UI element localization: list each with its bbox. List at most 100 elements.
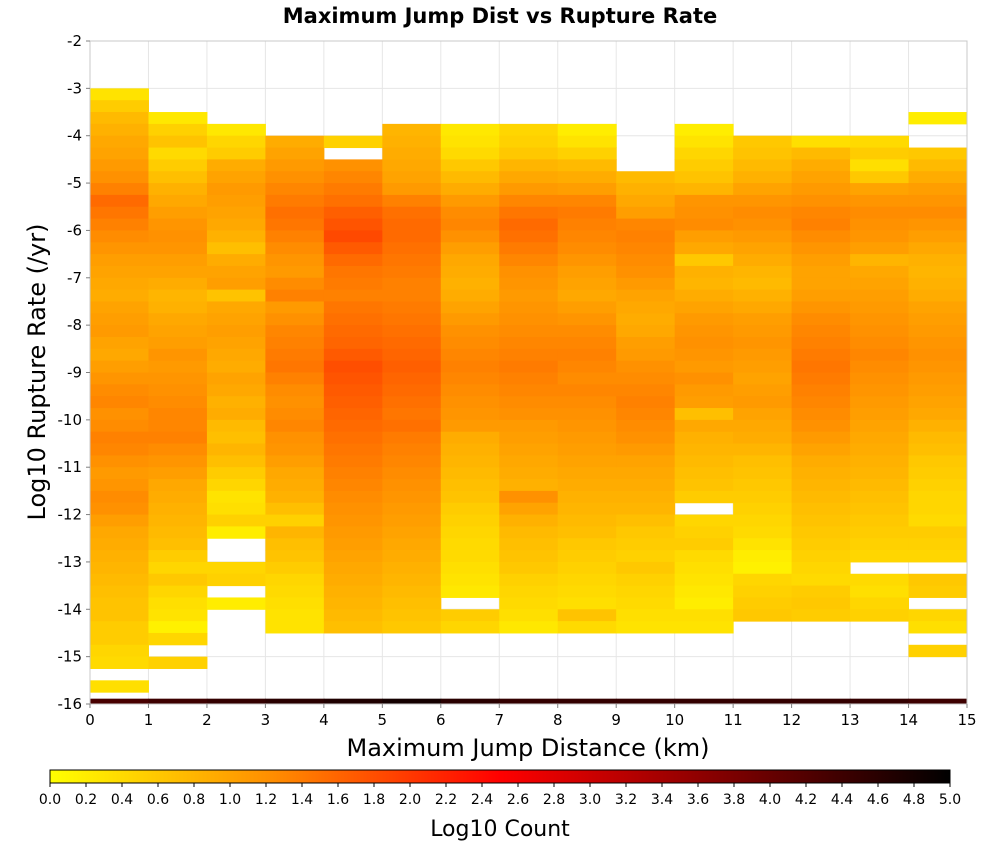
heatmap-cell xyxy=(850,538,910,551)
x-tick-label: 5 xyxy=(378,711,388,729)
heatmap-cell xyxy=(499,538,559,551)
heatmap-cell xyxy=(440,467,500,480)
x-tick-label: 0 xyxy=(85,711,95,729)
heatmap-cell xyxy=(616,585,676,598)
heatmap-cell xyxy=(206,526,266,539)
heatmap-cell xyxy=(557,621,617,634)
heatmap-cell xyxy=(382,490,442,504)
heatmap-cell xyxy=(206,514,266,527)
heatmap-cell xyxy=(557,597,617,610)
heatmap-cell xyxy=(148,467,208,480)
heatmap-cell xyxy=(733,336,793,350)
heatmap-cell xyxy=(850,573,910,587)
heatmap-cell xyxy=(557,313,617,326)
heatmap-cell xyxy=(440,254,500,267)
heatmap-cell xyxy=(850,265,910,279)
heatmap-cell xyxy=(674,538,734,551)
colorbar-tick-label: 0.2 xyxy=(75,792,97,808)
heatmap-cell xyxy=(908,372,968,385)
heatmap-cell xyxy=(499,609,559,622)
heatmap-cell xyxy=(791,526,851,539)
heatmap-cell xyxy=(90,325,149,338)
heatmap-cell xyxy=(499,502,559,516)
heatmap-cell xyxy=(206,396,266,409)
x-tick-label: 8 xyxy=(553,711,563,729)
heatmap-cell xyxy=(908,242,968,255)
heatmap-cell xyxy=(440,455,500,468)
heatmap-cell xyxy=(557,585,617,598)
heatmap-cell xyxy=(206,348,266,362)
heatmap-cell xyxy=(557,301,617,314)
heatmap-cell xyxy=(791,277,851,291)
heatmap-cell xyxy=(265,159,325,172)
heatmap-cell xyxy=(557,396,617,409)
heatmap-cell xyxy=(499,147,559,160)
heatmap-cell xyxy=(850,372,910,385)
heatmap-cell xyxy=(148,455,208,468)
heatmap-cell xyxy=(90,479,149,492)
colorbar-tick-label: 5.0 xyxy=(939,792,961,808)
heatmap-cell xyxy=(616,526,676,539)
heatmap-cell xyxy=(791,206,851,220)
heatmap-cell xyxy=(382,147,442,160)
heatmap-cell xyxy=(908,171,968,184)
heatmap-cell xyxy=(90,573,149,587)
heatmap-cell xyxy=(90,514,149,527)
heatmap-cell xyxy=(557,443,617,456)
heatmap-cell xyxy=(733,277,793,291)
heatmap-cell xyxy=(206,183,266,196)
heatmap-cell xyxy=(323,526,383,539)
heatmap-cell xyxy=(499,419,559,433)
heatmap-cell xyxy=(382,502,442,516)
heatmap-cell xyxy=(323,230,383,243)
heatmap-cell xyxy=(850,135,910,149)
heatmap-cell xyxy=(206,206,266,220)
heatmap-cell xyxy=(791,538,851,551)
heatmap-cell xyxy=(148,609,208,622)
heatmap-cell xyxy=(440,538,500,551)
heatmap-cell xyxy=(850,585,910,598)
heatmap-cell xyxy=(382,360,442,373)
heatmap-cell xyxy=(557,408,617,421)
heatmap-cell xyxy=(323,585,383,598)
heatmap-cell xyxy=(499,396,559,409)
x-tick-label: 6 xyxy=(436,711,446,729)
heatmap-cell xyxy=(323,254,383,267)
heatmap-cell xyxy=(557,135,617,149)
heatmap-cell xyxy=(908,348,968,362)
heatmap-cell xyxy=(791,502,851,516)
heatmap-cell xyxy=(850,408,910,421)
colorbar-tick-label: 3.8 xyxy=(723,792,745,808)
heatmap-cell xyxy=(557,573,617,587)
heatmap-cell xyxy=(674,123,734,137)
heatmap-cell xyxy=(148,218,208,231)
heatmap-cell xyxy=(206,277,266,291)
heatmap-cell xyxy=(90,348,149,362)
heatmap-cell xyxy=(265,550,325,563)
heatmap-cell xyxy=(791,194,851,208)
colorbar-tick-label: 0.0 xyxy=(39,792,61,808)
heatmap-cell xyxy=(90,538,149,551)
heatmap-cell xyxy=(90,254,149,267)
heatmap-cell xyxy=(148,254,208,267)
heatmap-cell xyxy=(850,609,910,622)
heatmap-cell xyxy=(148,112,208,125)
heatmap-cell xyxy=(850,431,910,445)
heatmap-cell xyxy=(674,254,734,267)
y-tick-label: -13 xyxy=(58,553,83,571)
heatmap-cell xyxy=(382,443,442,456)
heatmap-cell xyxy=(382,514,442,527)
heatmap-cell xyxy=(616,396,676,409)
heatmap-cell xyxy=(908,230,968,243)
heatmap-cell xyxy=(323,621,383,634)
heatmap-cell xyxy=(323,384,383,397)
heatmap-cell xyxy=(850,698,910,704)
heatmap-cell xyxy=(323,455,383,468)
colorbar-tick-label: 3.6 xyxy=(687,792,709,808)
heatmap-cell xyxy=(499,348,559,362)
heatmap-cell xyxy=(674,159,734,172)
heatmap-cell xyxy=(674,396,734,409)
heatmap-cell xyxy=(382,609,442,622)
heatmap-cell xyxy=(499,514,559,527)
heatmap-cell xyxy=(908,360,968,373)
